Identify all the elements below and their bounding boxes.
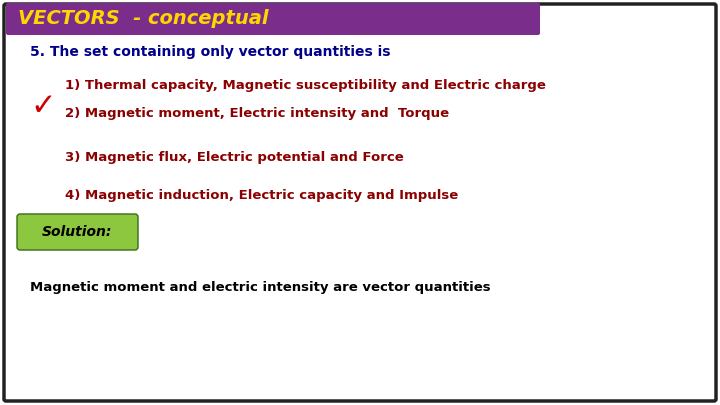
Text: 1) Thermal capacity, Magnetic susceptibility and Electric charge: 1) Thermal capacity, Magnetic susceptibi…: [65, 79, 546, 92]
Text: Magnetic moment and electric intensity are vector quantities: Magnetic moment and electric intensity a…: [30, 281, 490, 294]
Text: Solution:: Solution:: [42, 225, 112, 239]
Text: ✓: ✓: [30, 92, 55, 121]
FancyBboxPatch shape: [17, 214, 138, 250]
Text: 4) Magnetic induction, Electric capacity and Impulse: 4) Magnetic induction, Electric capacity…: [65, 188, 458, 202]
FancyBboxPatch shape: [4, 4, 716, 401]
Text: 2) Magnetic moment, Electric intensity and  Torque: 2) Magnetic moment, Electric intensity a…: [65, 107, 449, 121]
Text: 3) Magnetic flux, Electric potential and Force: 3) Magnetic flux, Electric potential and…: [65, 151, 404, 164]
Text: VECTORS  - conceptual: VECTORS - conceptual: [18, 9, 269, 28]
Text: 5. The set containing only vector quantities is: 5. The set containing only vector quanti…: [30, 45, 390, 59]
FancyBboxPatch shape: [6, 3, 540, 35]
